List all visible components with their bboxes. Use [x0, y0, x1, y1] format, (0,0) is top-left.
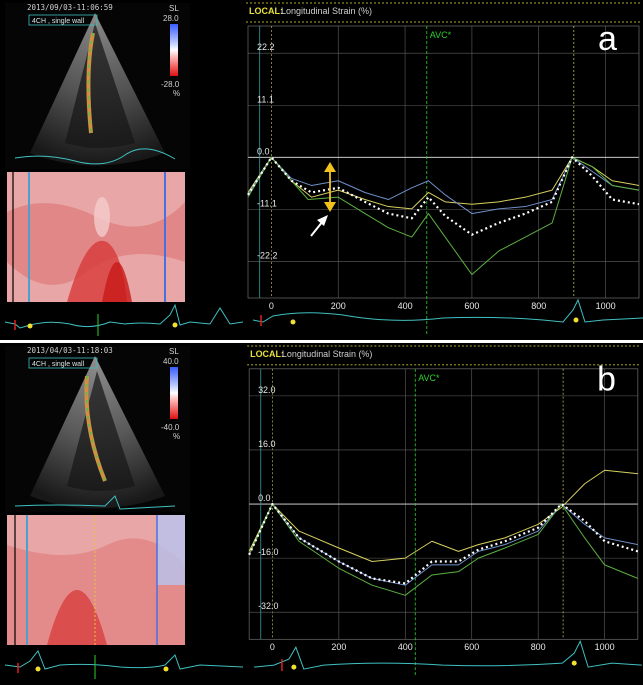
pointer-arrow [310, 215, 328, 237]
strain-plot-b: LOCAL: Longitudinal Strain (%) 32.0 16.0 0… [247, 345, 642, 676]
y-tick-label: 0.0 [257, 146, 270, 156]
series-line-green [247, 156, 640, 276]
strain-plot-a: LOCAL: Longitudinal Strain (%) 22.2 11.1 0… [246, 2, 643, 334]
ecg-trace-small [4, 303, 243, 336]
series-line-yellow [247, 156, 640, 210]
avc-label: AVC* [418, 373, 440, 383]
view-label: 4CH , single wall [32, 361, 85, 368]
x-tick-label: 200 [331, 642, 346, 652]
x-tick-label: 1000 [596, 301, 616, 311]
series-line-blue [248, 503, 638, 586]
series-line-green [248, 503, 639, 596]
plot-header-local: LOCAL: [249, 6, 283, 16]
y-tick-label: -32.0 [258, 601, 278, 611]
series-line-blue [247, 156, 640, 215]
y-tick-label: 0.0 [258, 493, 270, 503]
y-tick-label: 16.0 [258, 439, 275, 449]
panel-letter-b: b [597, 361, 616, 399]
scale-bottom-value: -28.0 [161, 80, 180, 89]
series-line-mean [247, 156, 640, 236]
echo-image: 2013/04/03-11:18:03 4CH , single wall SL… [5, 346, 190, 512]
scale-top-value: 40.0 [163, 357, 179, 366]
ecg-trace-plot [254, 639, 642, 672]
scale-label: SL [169, 4, 179, 13]
echo-timestamp: 2013/09/03-11:06:59 [27, 3, 113, 12]
strain-color-map [7, 172, 185, 302]
x-tick-label: 800 [531, 642, 546, 652]
scale-label: SL [169, 347, 179, 356]
y-tick-label: 22.2 [257, 42, 275, 52]
plot-header-local: LOCAL: [250, 349, 284, 359]
ecg-trace-plot [252, 298, 643, 326]
y-tick-label: -11.1 [257, 198, 277, 208]
plot-frame [247, 25, 640, 299]
amplitude-arrow [324, 162, 336, 212]
x-tick-label: 600 [464, 301, 479, 311]
y-tick-label: -22.2 [257, 250, 278, 260]
scale-unit: % [173, 432, 180, 441]
panel-b: 2013/04/03-11:18:03 4CH , single wall SL… [0, 343, 643, 685]
x-tick-label: 600 [464, 642, 479, 652]
scale-top-value: 28.0 [163, 14, 179, 23]
x-tick-label: 1000 [595, 642, 615, 652]
view-label: 4CH , single wall [32, 18, 85, 25]
echo-timestamp: 2013/04/03-11:18:03 [27, 346, 113, 355]
x-tick-label: 0 [269, 301, 274, 311]
scale-unit: % [173, 89, 180, 98]
plot-header-title: Longitudinal Strain (%) [281, 6, 372, 16]
panel-a: 2013/09/03-11:06:59 4CH , single wall SL… [0, 0, 643, 340]
plot-header-title: Longitudinal Strain (%) [282, 349, 372, 359]
strain-color-map [7, 515, 185, 645]
x-tick-label: 0 [270, 642, 275, 652]
y-tick-label: 32.0 [258, 385, 275, 395]
y-tick-label: 11.1 [257, 94, 274, 104]
x-tick-label: 800 [531, 301, 546, 311]
x-tick-label: 400 [398, 301, 413, 311]
plot-frame [248, 368, 639, 640]
scale-bottom-value: -40.0 [161, 423, 180, 432]
ecg-trace-small [4, 650, 243, 679]
panel-letter-a: a [598, 20, 617, 58]
series-line-mean [248, 502, 639, 585]
echo-image: 2013/09/03-11:06:59 4CH , single wall SL… [5, 3, 190, 169]
x-tick-label: 400 [398, 642, 413, 652]
x-tick-label: 200 [331, 301, 346, 311]
y-tick-label: -16.0 [258, 547, 278, 557]
series-line-yellow [248, 469, 638, 563]
avc-label: AVC* [430, 30, 452, 40]
